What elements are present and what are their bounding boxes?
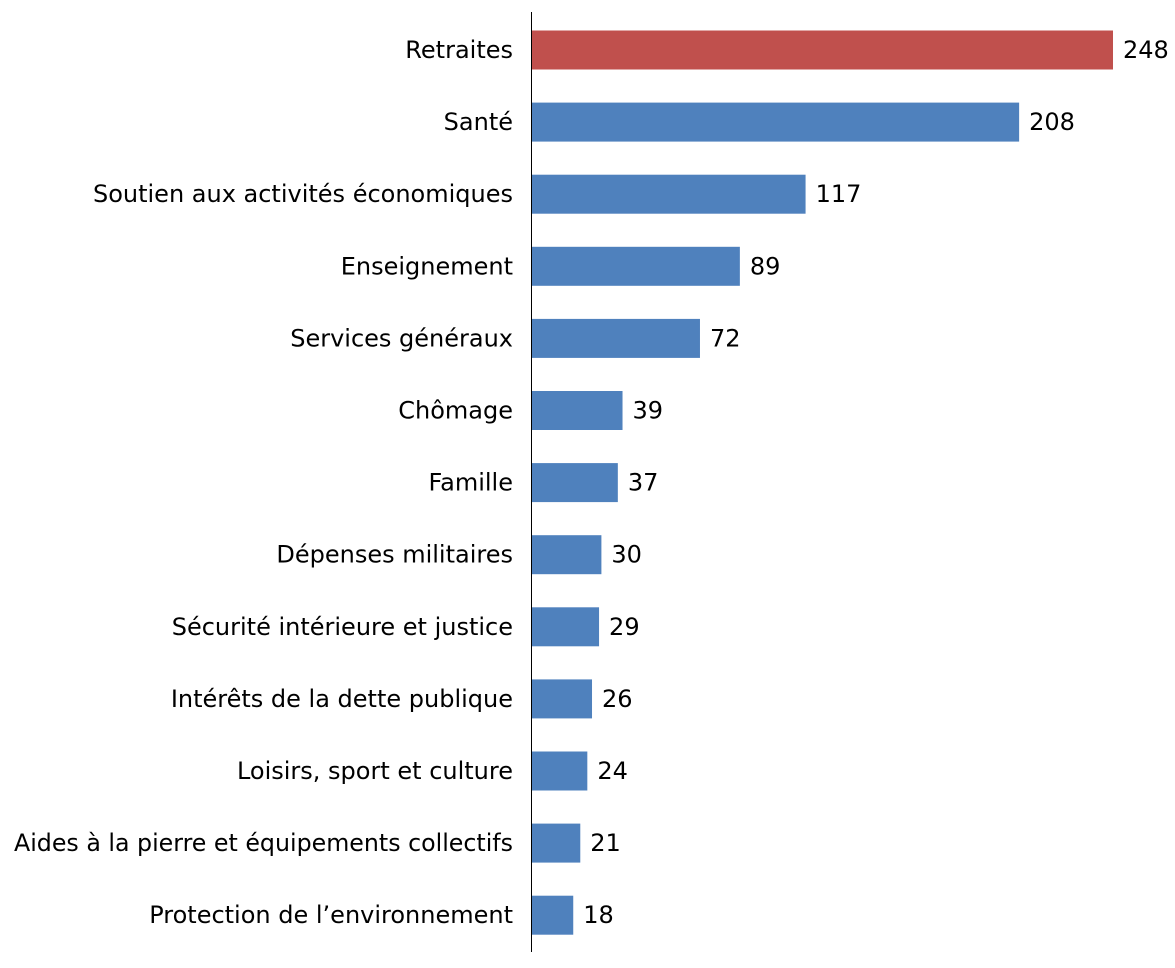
bar-7 — [532, 535, 602, 575]
category-label-6: Famille — [429, 469, 513, 497]
value-label-12: 18 — [583, 901, 614, 929]
bar-11 — [532, 823, 581, 863]
value-labels-layer: 248 208 117 89 72 39 37 30 29 26 24 21 18 — [583, 36, 1169, 929]
value-label-0: 248 — [1123, 36, 1169, 64]
category-label-8: Sécurité intérieure et justice — [172, 613, 513, 641]
bar-2 — [532, 174, 806, 214]
bar-1 — [532, 102, 1020, 142]
bar-9 — [532, 679, 593, 719]
value-label-10: 24 — [597, 757, 628, 785]
category-label-11: Aides à la pierre et équipements collect… — [14, 829, 513, 857]
category-label-3: Enseignement — [341, 252, 513, 280]
category-label-12: Protection de l’environnement — [149, 901, 513, 929]
category-label-7: Dépenses militaires — [276, 541, 513, 569]
value-label-4: 72 — [710, 324, 741, 352]
value-label-8: 29 — [609, 613, 640, 641]
value-label-5: 39 — [633, 397, 664, 425]
value-label-7: 30 — [611, 541, 642, 569]
bar-8 — [532, 607, 600, 647]
bars-layer — [532, 30, 1113, 935]
bar-4 — [532, 318, 700, 358]
category-label-4: Services généraux — [290, 324, 513, 352]
bar-6 — [532, 463, 618, 503]
bar-12 — [532, 895, 574, 935]
category-label-10: Loisirs, sport et culture — [237, 757, 513, 785]
category-label-9: Intérêts de la dette publique — [171, 685, 513, 713]
bar-10 — [532, 751, 588, 791]
value-label-2: 117 — [816, 180, 862, 208]
bar-3 — [532, 246, 740, 286]
category-label-5: Chômage — [398, 397, 513, 425]
category-labels-layer: Retraites Santé Soutien aux activités écon… — [14, 36, 513, 929]
category-label-1: Santé — [444, 108, 513, 136]
bar-0 — [532, 30, 1113, 70]
value-label-11: 21 — [590, 829, 621, 857]
value-label-9: 26 — [602, 685, 633, 713]
category-label-0: Retraites — [405, 36, 513, 64]
bar-5 — [532, 391, 623, 430]
value-label-6: 37 — [628, 469, 659, 497]
category-label-2: Soutien aux activités économiques — [93, 180, 513, 208]
value-label-3: 89 — [750, 252, 781, 280]
value-label-1: 208 — [1029, 108, 1075, 136]
